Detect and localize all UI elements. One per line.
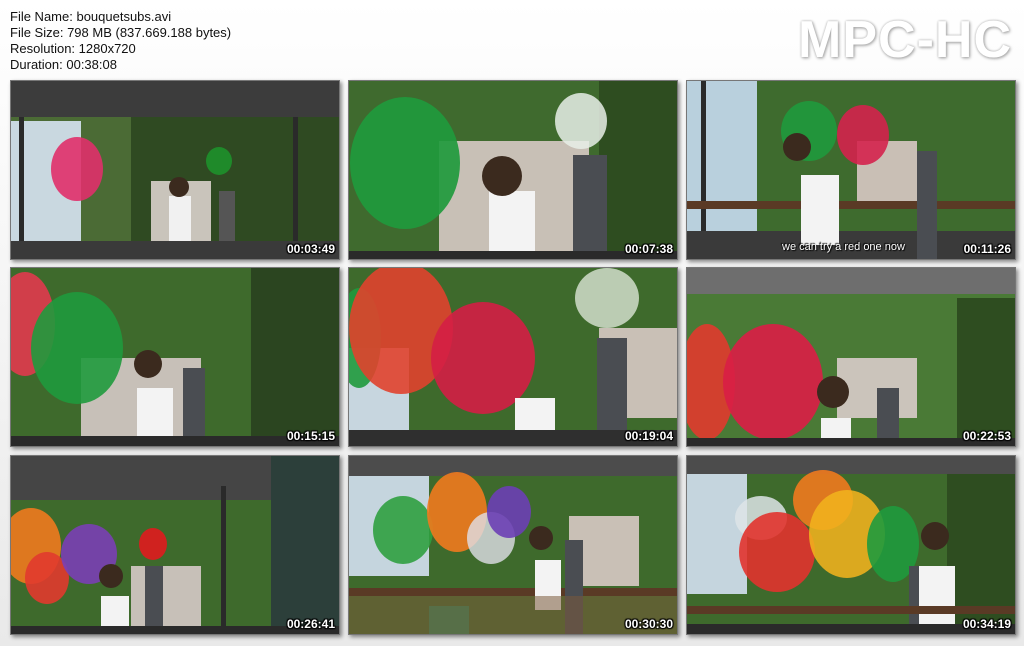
file-name: File Name: bouquetsubs.avi — [10, 9, 172, 24]
subtitle-text: we can try a red one now — [782, 241, 905, 253]
thumbnail-3[interactable]: we can try a red one now 00:11:26 — [686, 80, 1016, 260]
file-duration: Duration: 00:38:08 — [10, 57, 117, 72]
thumbnail-timestamp: 00:15:15 — [286, 429, 335, 443]
thumbnail-4[interactable]: 00:15:15 — [10, 267, 340, 447]
file-resolution: Resolution: 1280x720 — [10, 41, 136, 56]
file-info: File Name: bouquetsubs.avi File Size: 79… — [10, 9, 231, 73]
thumbnail-8[interactable]: 00:30:30 — [348, 455, 678, 635]
thumbnail-1[interactable]: 00:03:49 — [10, 80, 340, 260]
thumbnail-6[interactable]: 00:22:53 — [686, 267, 1016, 447]
thumbnail-timestamp: 00:30:30 — [624, 617, 673, 631]
thumbnail-timestamp: 00:22:53 — [962, 429, 1011, 443]
thumbnail-9[interactable]: 00:34:19 — [686, 455, 1016, 635]
thumbnail-timestamp: 00:11:26 — [963, 242, 1011, 256]
thumbnail-timestamp: 00:19:04 — [624, 429, 673, 443]
thumbnail-timestamp: 00:26:41 — [286, 617, 335, 631]
thumbnail-5[interactable]: 00:19:04 — [348, 267, 678, 447]
thumbnail-timestamp: 00:03:49 — [286, 242, 335, 256]
file-size: File Size: 798 MB (837.669.188 bytes) — [10, 25, 232, 40]
thumbnail-7[interactable]: 00:26:41 — [10, 455, 340, 635]
app-logo: MPC-HC — [798, 11, 1012, 69]
thumbnail-2[interactable]: 00:07:38 — [348, 80, 678, 260]
thumbnail-timestamp: 00:34:19 — [962, 617, 1011, 631]
thumbnail-timestamp: 00:07:38 — [624, 242, 673, 256]
